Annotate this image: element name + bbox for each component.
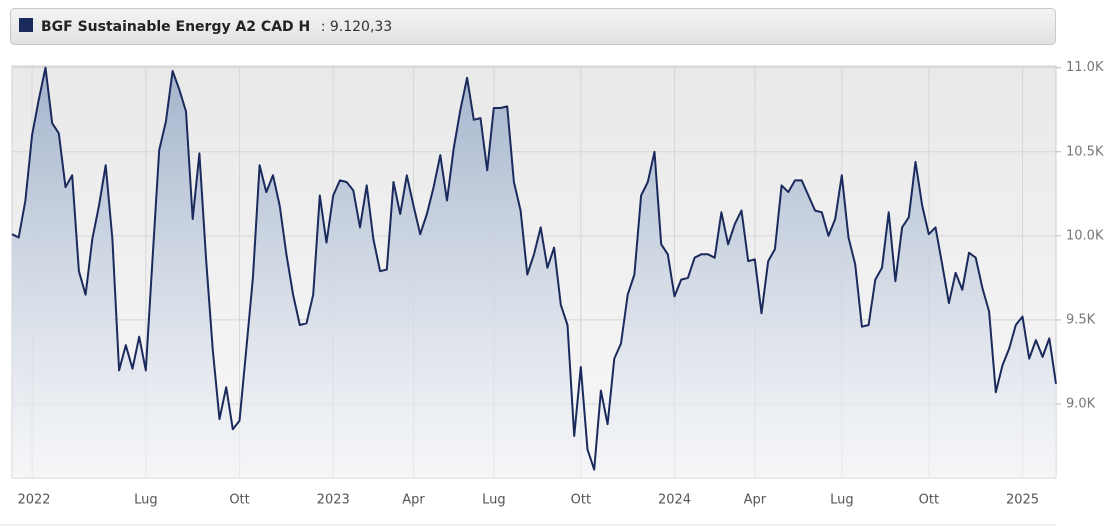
x-tick-label: Ott (919, 493, 939, 508)
y-tick-label: 10.0K (1066, 228, 1104, 243)
x-tick-label: 2023 (317, 493, 350, 508)
y-tick-label: 10.5K (1066, 144, 1104, 159)
legend-label: BGF Sustainable Energy A2 CAD H : 9.120,… (41, 19, 392, 35)
legend-box (10, 8, 1056, 45)
x-tick-label: Ott (571, 493, 591, 508)
x-tick-label: Lug (830, 493, 854, 508)
x-tick-label: Lug (134, 493, 158, 508)
x-tick-label: Lug (482, 493, 506, 508)
line (11, 66, 1057, 471)
x-tick-label: 2025 (1006, 493, 1039, 508)
x-tick-label: Ott (229, 493, 249, 508)
last-value: : 9.120,33 (321, 19, 393, 35)
y-tick-label: 9.0K (1066, 397, 1096, 412)
area (12, 67, 1056, 478)
x-tick-label: 2024 (658, 493, 691, 508)
legend-swatch (19, 18, 33, 32)
series-name: BGF Sustainable Energy A2 CAD H (41, 19, 310, 35)
y-tick-label: 9.5K (1066, 312, 1096, 327)
x-tick-label: Apr (402, 493, 425, 508)
y-tick-label: 11.0K (1066, 60, 1104, 75)
x-tick-label: 2022 (17, 493, 50, 508)
x-tick-label: Apr (744, 493, 767, 508)
